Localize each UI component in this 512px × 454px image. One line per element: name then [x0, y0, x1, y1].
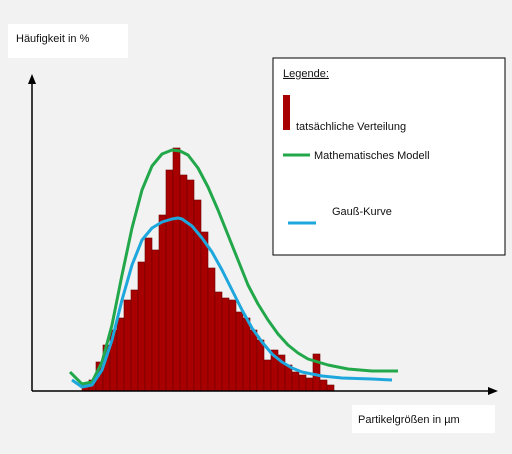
x-axis-label: Partikelgrößen in µm — [358, 414, 460, 426]
legend-label: tatsächliche Verteilung — [296, 121, 406, 133]
bar — [305, 377, 314, 392]
bar — [326, 384, 335, 392]
bar — [200, 231, 209, 392]
bar — [319, 379, 328, 392]
bar — [165, 169, 174, 392]
bar — [172, 147, 181, 392]
bar — [186, 179, 195, 392]
y-arrow — [28, 74, 36, 84]
x-label-box — [352, 405, 495, 433]
legend-label: Gauß-Kurve — [332, 206, 392, 218]
bar — [116, 317, 125, 392]
bar — [158, 214, 167, 392]
bar — [242, 317, 251, 392]
bar — [298, 374, 307, 392]
bar — [235, 311, 244, 392]
legend-title: Legende: — [283, 68, 329, 80]
curve — [68, 148, 398, 386]
bar — [249, 329, 258, 392]
bar — [263, 359, 272, 392]
bar — [214, 291, 223, 392]
bar — [221, 297, 230, 392]
bar — [207, 267, 216, 392]
legend-swatch — [283, 95, 290, 130]
bar — [130, 289, 139, 392]
bar — [144, 237, 153, 392]
bar — [151, 249, 160, 392]
bar — [291, 371, 300, 392]
bar — [179, 174, 188, 392]
curve — [71, 216, 393, 389]
x-arrow — [488, 387, 498, 395]
bar — [228, 299, 237, 392]
bar — [123, 299, 132, 392]
axes — [28, 74, 498, 395]
y-label-box — [8, 24, 128, 58]
legend-label: Mathematisches Modell — [314, 150, 430, 162]
bar — [137, 261, 146, 392]
bar — [256, 339, 265, 392]
y-axis-label: Häufigkeit in % — [16, 33, 90, 45]
